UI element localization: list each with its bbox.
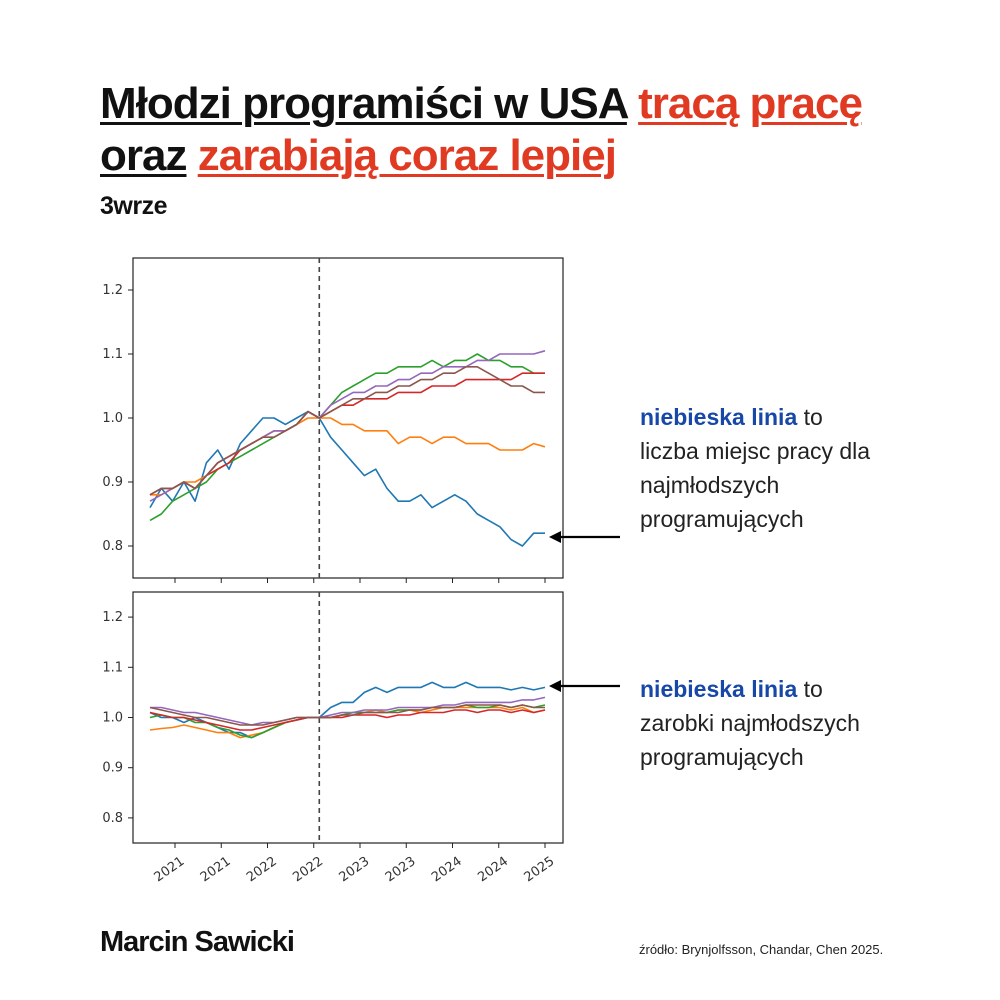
annotation-top-line-3: programujących xyxy=(640,506,804,532)
date-label: 3wrze xyxy=(100,192,167,220)
series-line-4 xyxy=(149,709,546,731)
series-line-3 xyxy=(149,704,546,739)
x-tick-label: 2023 xyxy=(383,854,419,885)
annotation-top-line-1: liczba miejsc pracy dla xyxy=(640,438,871,464)
series-line-5 xyxy=(150,696,546,726)
page-title: Młodzi programiści w USA tracą pracę ora… xyxy=(100,78,920,182)
x-tick-label: 2024 xyxy=(429,854,465,885)
annotation-top: niebieska linia to liczba miejsc pracy d… xyxy=(640,400,870,536)
y-tick-label: 1.0 xyxy=(102,711,123,726)
title-part-1: Młodzi programiści w USA xyxy=(100,79,628,128)
annotation-top-rest: to xyxy=(797,404,823,430)
annotation-top-line-2: najmłodszych xyxy=(640,472,780,498)
title-part-2: tracą xyxy=(638,79,739,128)
annotation-bottom-rest: to xyxy=(797,676,823,702)
series-line-6 xyxy=(149,704,545,726)
plot-frame-1 xyxy=(132,257,564,579)
x-tick-label: 2021 xyxy=(152,854,188,885)
x-tick-label: 2025 xyxy=(522,854,558,885)
title-part-4: oraz xyxy=(100,131,187,180)
title-part-5: zarabiają coraz lepiej xyxy=(197,131,617,180)
annotation-bottom-line-2: programujących xyxy=(640,744,804,770)
y-tick-label: 1.2 xyxy=(102,610,123,625)
arrow-top-head xyxy=(549,531,561,543)
y-tick-label: 1.1 xyxy=(102,660,123,675)
title-part-3: pracę xyxy=(749,79,863,128)
author-name: Marcin Sawicki xyxy=(100,926,295,958)
y-tick-label: 0.8 xyxy=(102,539,123,554)
x-tick-label: 2021 xyxy=(198,854,234,885)
y-tick-label: 1.1 xyxy=(102,347,123,362)
x-tick-label: 2024 xyxy=(475,854,511,885)
x-tick-label: 2022 xyxy=(244,854,280,885)
annotation-bottom-highlight: niebieska linia xyxy=(640,676,798,702)
y-tick-label: 1.0 xyxy=(102,411,123,426)
annotation-bottom-line-1: zarobki najmłodszych xyxy=(640,710,860,736)
series-line-3 xyxy=(149,353,545,522)
y-tick-label: 0.8 xyxy=(102,811,123,826)
series-line-1 xyxy=(149,410,545,547)
y-tick-label: 1.2 xyxy=(102,283,123,298)
x-tick-label: 2023 xyxy=(337,854,373,885)
series-line-6 xyxy=(149,365,545,496)
arrow-bottom-head xyxy=(549,680,561,692)
annotation-bottom: niebieska linia to zarobki najmłodszych … xyxy=(640,672,860,774)
y-tick-label: 0.9 xyxy=(102,761,123,776)
series-line-4 xyxy=(149,372,545,496)
x-tick-label: 2022 xyxy=(290,854,326,885)
y-tick-label: 0.9 xyxy=(102,475,123,490)
annotation-top-highlight: niebieska linia xyxy=(640,404,798,430)
source-note: źródło: Brynjolfsson, Chandar, Chen 2025… xyxy=(639,942,884,957)
